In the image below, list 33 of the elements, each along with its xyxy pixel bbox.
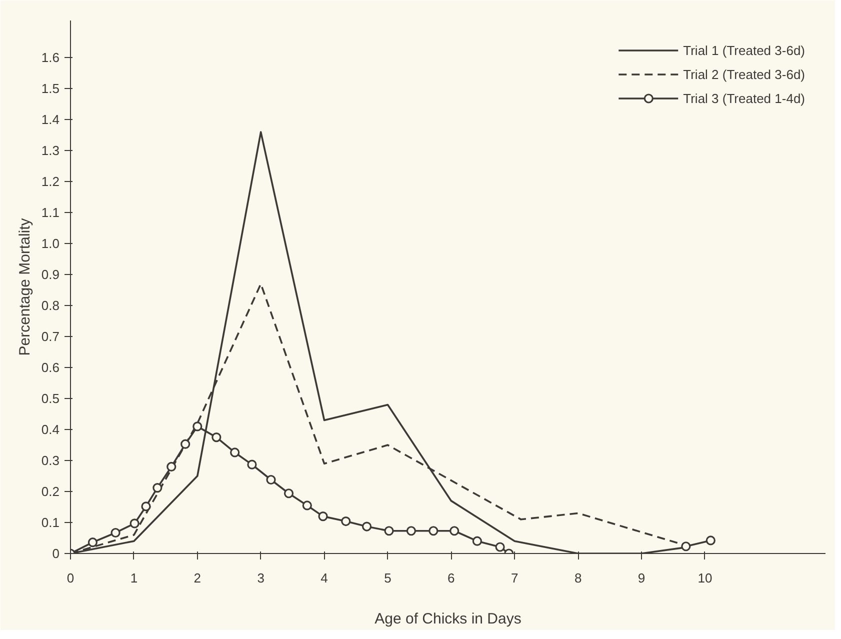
y-tick-label: 0.7 <box>41 329 60 344</box>
legend-label: Trial 3 (Treated 1-4d) <box>683 90 805 106</box>
y-tick-label: 0.1 <box>41 515 60 530</box>
y-tick-label: 1.5 <box>41 81 60 96</box>
x-tick-label: 8 <box>574 570 582 586</box>
y-tick-label: 0.2 <box>41 484 60 500</box>
y-tick-label: 1.4 <box>41 112 60 128</box>
x-tick-label: 0 <box>66 570 74 586</box>
y-tick-label: 0.4 <box>41 422 60 438</box>
x-tick-label: 4 <box>320 570 328 586</box>
y-tick-label: 0.9 <box>41 267 60 282</box>
y-tick-label: 0.8 <box>41 298 60 314</box>
x-tick-label: 2 <box>194 570 202 586</box>
x-tick-label: 9 <box>638 570 646 586</box>
y-tick-label: 1.3 <box>41 143 60 158</box>
x-tick-label: 1 <box>130 570 138 586</box>
legend-label: Trial 2 (Treated 3-6d) <box>683 66 805 82</box>
y-tick-label: 1.6 <box>41 50 60 66</box>
x-tick-label: 6 <box>448 570 455 586</box>
x-axis-title: Age of Chicks in Days <box>374 610 522 628</box>
y-tick-label: 1.2 <box>41 174 60 190</box>
x-tick-label: 7 <box>511 570 518 586</box>
y-axis-title: Percentage Mortality <box>16 218 34 356</box>
y-tick-label: 0.6 <box>41 360 60 376</box>
x-tick-label: 3 <box>257 570 264 586</box>
legend-label: Trial 1 (Treated 3-6d) <box>683 42 805 58</box>
x-tick-label: 10 <box>698 570 712 586</box>
y-tick-label: 0.3 <box>41 453 60 468</box>
y-tick-label: 0.5 <box>41 391 60 406</box>
y-tick-label: 1.1 <box>41 205 60 220</box>
y-tick-label: 1.0 <box>41 236 60 252</box>
y-tick-label: 0 <box>52 546 60 561</box>
x-tick-label: 5 <box>384 570 392 586</box>
